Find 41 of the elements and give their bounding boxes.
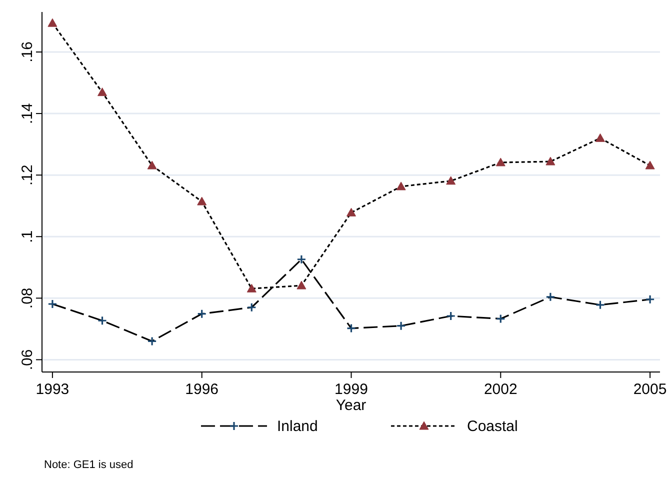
point — [595, 133, 605, 142]
point — [496, 158, 506, 166]
point — [546, 156, 556, 166]
y-tick-label: .16 — [19, 42, 36, 62]
point — [48, 18, 58, 27]
point — [546, 292, 556, 302]
x-tick-label: 1996 — [185, 381, 219, 398]
point — [147, 160, 157, 170]
y-tick-label: .08 — [19, 288, 36, 309]
point — [396, 321, 406, 331]
point — [496, 314, 506, 324]
point — [97, 316, 108, 326]
x-tick-label: 1999 — [334, 381, 368, 398]
point — [645, 160, 655, 170]
y-tick-label: .12 — [19, 164, 36, 186]
x-axis-title: Year — [336, 397, 366, 414]
point — [98, 88, 108, 96]
point — [48, 299, 58, 309]
point — [595, 300, 606, 310]
point — [197, 196, 207, 206]
point — [346, 324, 356, 334]
point — [296, 254, 306, 264]
point — [147, 336, 157, 346]
y-tick-label: .06 — [19, 349, 36, 370]
point — [296, 280, 306, 290]
point — [446, 176, 456, 185]
point — [346, 208, 356, 216]
point — [246, 284, 256, 292]
y-tick-label: .14 — [19, 103, 36, 124]
point — [396, 182, 406, 190]
x-tick-label: 2005 — [633, 381, 667, 398]
legend-label: Coastal — [467, 418, 518, 435]
point — [645, 294, 655, 304]
legend-label: Inland — [277, 418, 318, 435]
y-tick-label: .1 — [19, 230, 36, 243]
point — [246, 302, 256, 312]
point — [197, 309, 207, 319]
point — [446, 311, 456, 321]
x-tick-label: 1993 — [36, 381, 70, 398]
x-tick-label: 2002 — [484, 381, 518, 398]
text: Note: GE1 is used — [44, 459, 134, 471]
